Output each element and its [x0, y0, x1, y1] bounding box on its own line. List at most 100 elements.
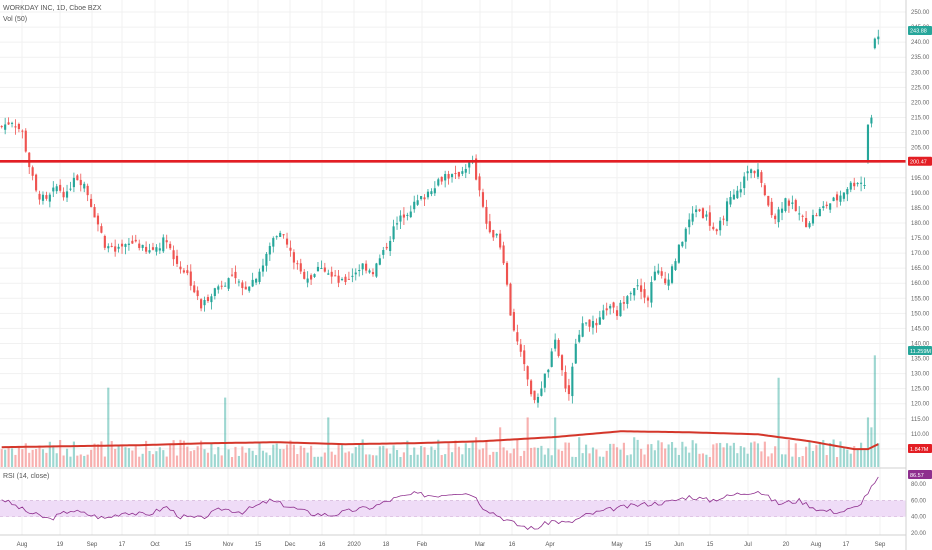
volume-bar [375, 455, 378, 467]
time-axis[interactable]: Aug 19 Sep 17 Oct 15 Nov 15 Dec 16 2020 18 Feb Mar 16 A… [17, 542, 886, 548]
volume-bar [316, 456, 320, 467]
candle-body [801, 215, 804, 217]
candle-body [193, 285, 196, 293]
price-tick-label: 180.00 [911, 221, 930, 227]
candle-body [488, 221, 491, 233]
volume-bar [488, 454, 491, 467]
candle-body [200, 299, 203, 309]
rsi-tick-label: 80.00 [911, 482, 927, 488]
volume-bar [454, 440, 457, 467]
time-tick-label: 17 [843, 542, 850, 548]
volume-bar [712, 444, 715, 467]
candle-body [4, 124, 7, 130]
volume-bar [732, 442, 735, 467]
price-tick-label: 205.00 [911, 146, 930, 152]
volume-bar [540, 445, 543, 467]
price-tick-label: 210.00 [911, 131, 930, 137]
volume-bar [103, 456, 106, 467]
volume-bar [509, 453, 512, 467]
candle-body [567, 385, 570, 395]
time-tick-label: 15 [185, 542, 192, 548]
candle-body [581, 323, 584, 337]
volume-bar [523, 450, 526, 467]
candle-body [846, 188, 849, 195]
candle-body [392, 226, 395, 240]
candle-body [516, 332, 519, 342]
volume-bar [543, 454, 546, 467]
svg-text:86.57: 86.57 [910, 473, 924, 479]
candle-body [371, 272, 375, 275]
candle-body [186, 270, 189, 274]
volume-bar [138, 456, 141, 467]
volume-bar [784, 454, 787, 467]
candle-body [323, 267, 326, 272]
volume-bar [853, 446, 856, 467]
candle-body [557, 339, 560, 356]
volume-bar [660, 442, 663, 467]
candle-body [337, 275, 340, 283]
candle-body [653, 271, 656, 280]
volume-bar [17, 447, 20, 467]
volume-bar [657, 440, 660, 467]
volume-bar [248, 448, 251, 467]
volume-bar [344, 452, 347, 467]
candle-body [217, 286, 220, 290]
candle-body [265, 253, 268, 266]
candle-body [454, 173, 457, 175]
candle-body [255, 278, 258, 283]
candle-body [189, 271, 192, 286]
price-axis[interactable]: 250.00245.00240.00235.00230.00225.00220.… [911, 10, 930, 453]
candle-body [282, 234, 285, 236]
svg-text:11.259M: 11.259M [910, 349, 931, 355]
svg-text:1.847M: 1.847M [910, 447, 929, 453]
volume-bar [237, 455, 240, 467]
volume-bar [842, 447, 845, 467]
candle-body [141, 244, 144, 248]
volume-bar [251, 450, 254, 467]
volume-bar [96, 444, 100, 467]
volume-bar [798, 457, 801, 467]
volume-bar [261, 450, 265, 467]
candle-body [79, 179, 82, 186]
candle-body [526, 366, 529, 380]
candle-body [794, 200, 797, 212]
candle-body [110, 245, 113, 247]
volume-bar [258, 442, 261, 467]
price-tick-label: 110.00 [911, 432, 930, 438]
price-tick-label: 190.00 [911, 191, 930, 197]
volume-bar [643, 454, 646, 467]
candle-body [124, 244, 127, 247]
candle-body [533, 390, 536, 401]
volume-bar [169, 444, 172, 467]
candle-body [485, 207, 488, 224]
volume-bar [340, 445, 344, 467]
candle-body [86, 185, 89, 196]
candle-body [684, 228, 687, 242]
candle-body [148, 250, 151, 253]
rsi-band [0, 500, 906, 517]
candle-body [636, 285, 639, 287]
volume-bar [468, 448, 471, 467]
candle-body [571, 366, 574, 397]
candle-body [416, 200, 419, 205]
candle-body [24, 130, 27, 152]
time-tick-label: 15 [645, 542, 652, 548]
rsi-axis[interactable]: 80.00 60.00 40.00 20.00 [911, 482, 927, 537]
candle-body [509, 283, 512, 316]
volume-bar [234, 446, 237, 467]
volume-bar [172, 440, 175, 467]
candle-body [536, 396, 540, 403]
candle-body [877, 36, 880, 40]
candle-body [313, 274, 316, 277]
candle-body [722, 218, 725, 220]
volume-bar [605, 450, 608, 467]
candle-body [873, 38, 876, 49]
candle-body [251, 279, 254, 287]
candle-body [59, 184, 62, 191]
candle-body [292, 252, 295, 263]
volume-bar [399, 456, 402, 467]
volume-bar [79, 454, 82, 467]
volume-bar [279, 449, 282, 467]
volume-bar [530, 447, 533, 467]
candle-body [475, 158, 478, 180]
